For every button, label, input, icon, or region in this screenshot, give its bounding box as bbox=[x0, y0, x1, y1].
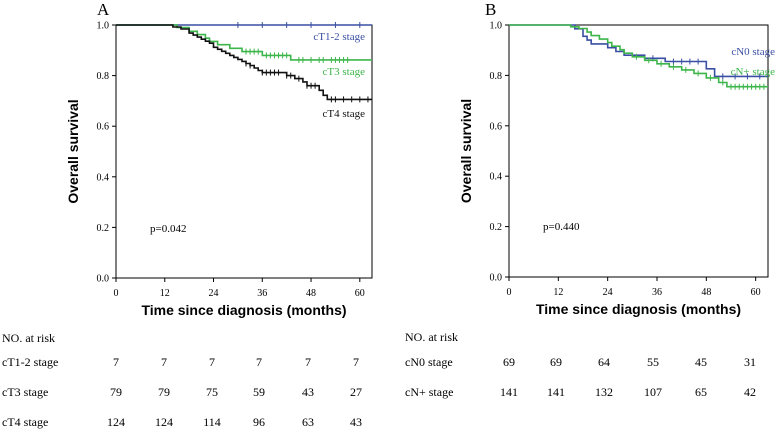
x-tick-label: 0 bbox=[507, 287, 512, 298]
risk-table-cell: 69 bbox=[503, 355, 515, 369]
risk-table-cell: 55 bbox=[647, 355, 659, 369]
y-tick-label: 1.0 bbox=[97, 21, 110, 32]
x-tick-label: 0 bbox=[114, 288, 119, 299]
risk-table-cell: 79 bbox=[158, 385, 170, 399]
risk-table-cell: 124 bbox=[107, 415, 125, 429]
curve-label-ct3-stage: cT3 stage bbox=[323, 66, 366, 78]
x-tick-label: 36 bbox=[257, 288, 267, 299]
risk-table-cell: 7 bbox=[305, 355, 311, 369]
y-tick-label: 1.0 bbox=[490, 21, 503, 32]
y-tick-label: 0.8 bbox=[490, 71, 503, 82]
x-tick-label: 12 bbox=[553, 287, 563, 298]
risk-table-row-label: cT3 stage bbox=[2, 385, 48, 399]
curve-label-ct4-stage: cT4 stage bbox=[323, 108, 366, 120]
x-tick-label: 12 bbox=[160, 288, 170, 299]
risk-table-row-label: cN+ stage bbox=[405, 385, 453, 399]
x-tick-label: 24 bbox=[603, 287, 613, 298]
p-value-annotation: p=0.440 bbox=[543, 221, 580, 233]
risk-table-cell: 7 bbox=[113, 355, 119, 369]
risk-table-header: NO. at risk bbox=[2, 331, 55, 345]
risk-table-cell: 64 bbox=[598, 355, 610, 369]
risk-table-cell: 114 bbox=[203, 415, 221, 429]
plot-frame bbox=[115, 24, 373, 279]
risk-table-cell: 79 bbox=[110, 385, 122, 399]
x-tick-label: 48 bbox=[701, 287, 711, 298]
risk-table-cell: 45 bbox=[695, 355, 707, 369]
y-tick-label: 0.2 bbox=[97, 223, 110, 234]
y-tick-label: 0.8 bbox=[97, 71, 110, 82]
y-tick-label: 0.6 bbox=[490, 121, 503, 132]
y-tick-label: 0.6 bbox=[97, 122, 110, 133]
p-value-annotation: p=0.042 bbox=[150, 223, 186, 235]
y-tick-label: 0.2 bbox=[490, 222, 503, 233]
survival-curve-cn0-stage bbox=[509, 24, 768, 78]
x-tick-label: 48 bbox=[306, 288, 316, 299]
x-tick-label: 60 bbox=[751, 287, 761, 298]
panel-label: A bbox=[97, 0, 110, 19]
risk-table-row-label: cT1-2 stage bbox=[2, 355, 58, 369]
risk-table-cell: 107 bbox=[644, 385, 662, 399]
risk-table-cell: 43 bbox=[350, 415, 362, 429]
x-axis-title: Time since diagnosis (months) bbox=[141, 302, 346, 318]
risk-table-cell: 31 bbox=[744, 355, 756, 369]
risk-table-cell: 7 bbox=[353, 355, 359, 369]
curve-label-ct1-2-stage: cT1-2 stage bbox=[313, 31, 365, 43]
panel-b: B 0 12 24 36 48 60 0.0 0.2 0.4 0.6 0.8 1.0 Time since… bbox=[405, 0, 775, 399]
curve-label-cn-stage: cN+ stage bbox=[731, 66, 775, 78]
y-axis-title: Overall survival bbox=[458, 99, 474, 203]
plot-frame bbox=[508, 24, 769, 278]
survival-curve-cn-stage bbox=[509, 24, 768, 88]
risk-table-cell: 7 bbox=[161, 355, 167, 369]
risk-table-cell: 96 bbox=[253, 415, 265, 429]
risk-table-cell: 63 bbox=[302, 415, 314, 429]
risk-table-cell: 69 bbox=[550, 355, 562, 369]
risk-table-cell: 124 bbox=[155, 415, 173, 429]
x-axis-title: Time since diagnosis (months) bbox=[536, 301, 741, 317]
x-tick-label: 24 bbox=[209, 288, 219, 299]
risk-table-row-label: cT4 stage bbox=[2, 415, 48, 429]
risk-table-cell: 59 bbox=[253, 385, 265, 399]
risk-table-cell: 42 bbox=[744, 385, 756, 399]
risk-table-cell: 7 bbox=[209, 355, 215, 369]
risk-table-cell: 27 bbox=[350, 385, 362, 399]
risk-table-cell: 65 bbox=[695, 385, 707, 399]
y-tick-label: 0.0 bbox=[97, 274, 110, 285]
x-tick-label: 36 bbox=[652, 287, 662, 298]
y-tick-label: 0.4 bbox=[490, 172, 503, 183]
risk-table-cell: 141 bbox=[500, 385, 518, 399]
risk-table-cell: 7 bbox=[256, 355, 262, 369]
panel-a: A 0 12 24 36 48 60 0.0 0.2 0.4 0.6 0.8 1.0 Time since… bbox=[2, 0, 373, 429]
risk-table-cell: 132 bbox=[595, 385, 613, 399]
x-tick-label: 60 bbox=[355, 288, 365, 299]
y-tick-label: 0.0 bbox=[490, 273, 503, 284]
risk-table-cell: 141 bbox=[547, 385, 565, 399]
panel-label: B bbox=[485, 0, 496, 19]
y-tick-label: 0.4 bbox=[97, 172, 110, 183]
risk-table-cell: 75 bbox=[206, 385, 218, 399]
risk-table-row-label: cN0 stage bbox=[405, 355, 453, 369]
y-axis-title: Overall survival bbox=[65, 99, 81, 203]
risk-table-cell: 43 bbox=[302, 385, 314, 399]
curve-label-cn0-stage: cN0 stage bbox=[731, 46, 775, 58]
risk-table-header: NO. at risk bbox=[405, 330, 458, 344]
survival-curve-ct4-stage bbox=[116, 24, 372, 101]
